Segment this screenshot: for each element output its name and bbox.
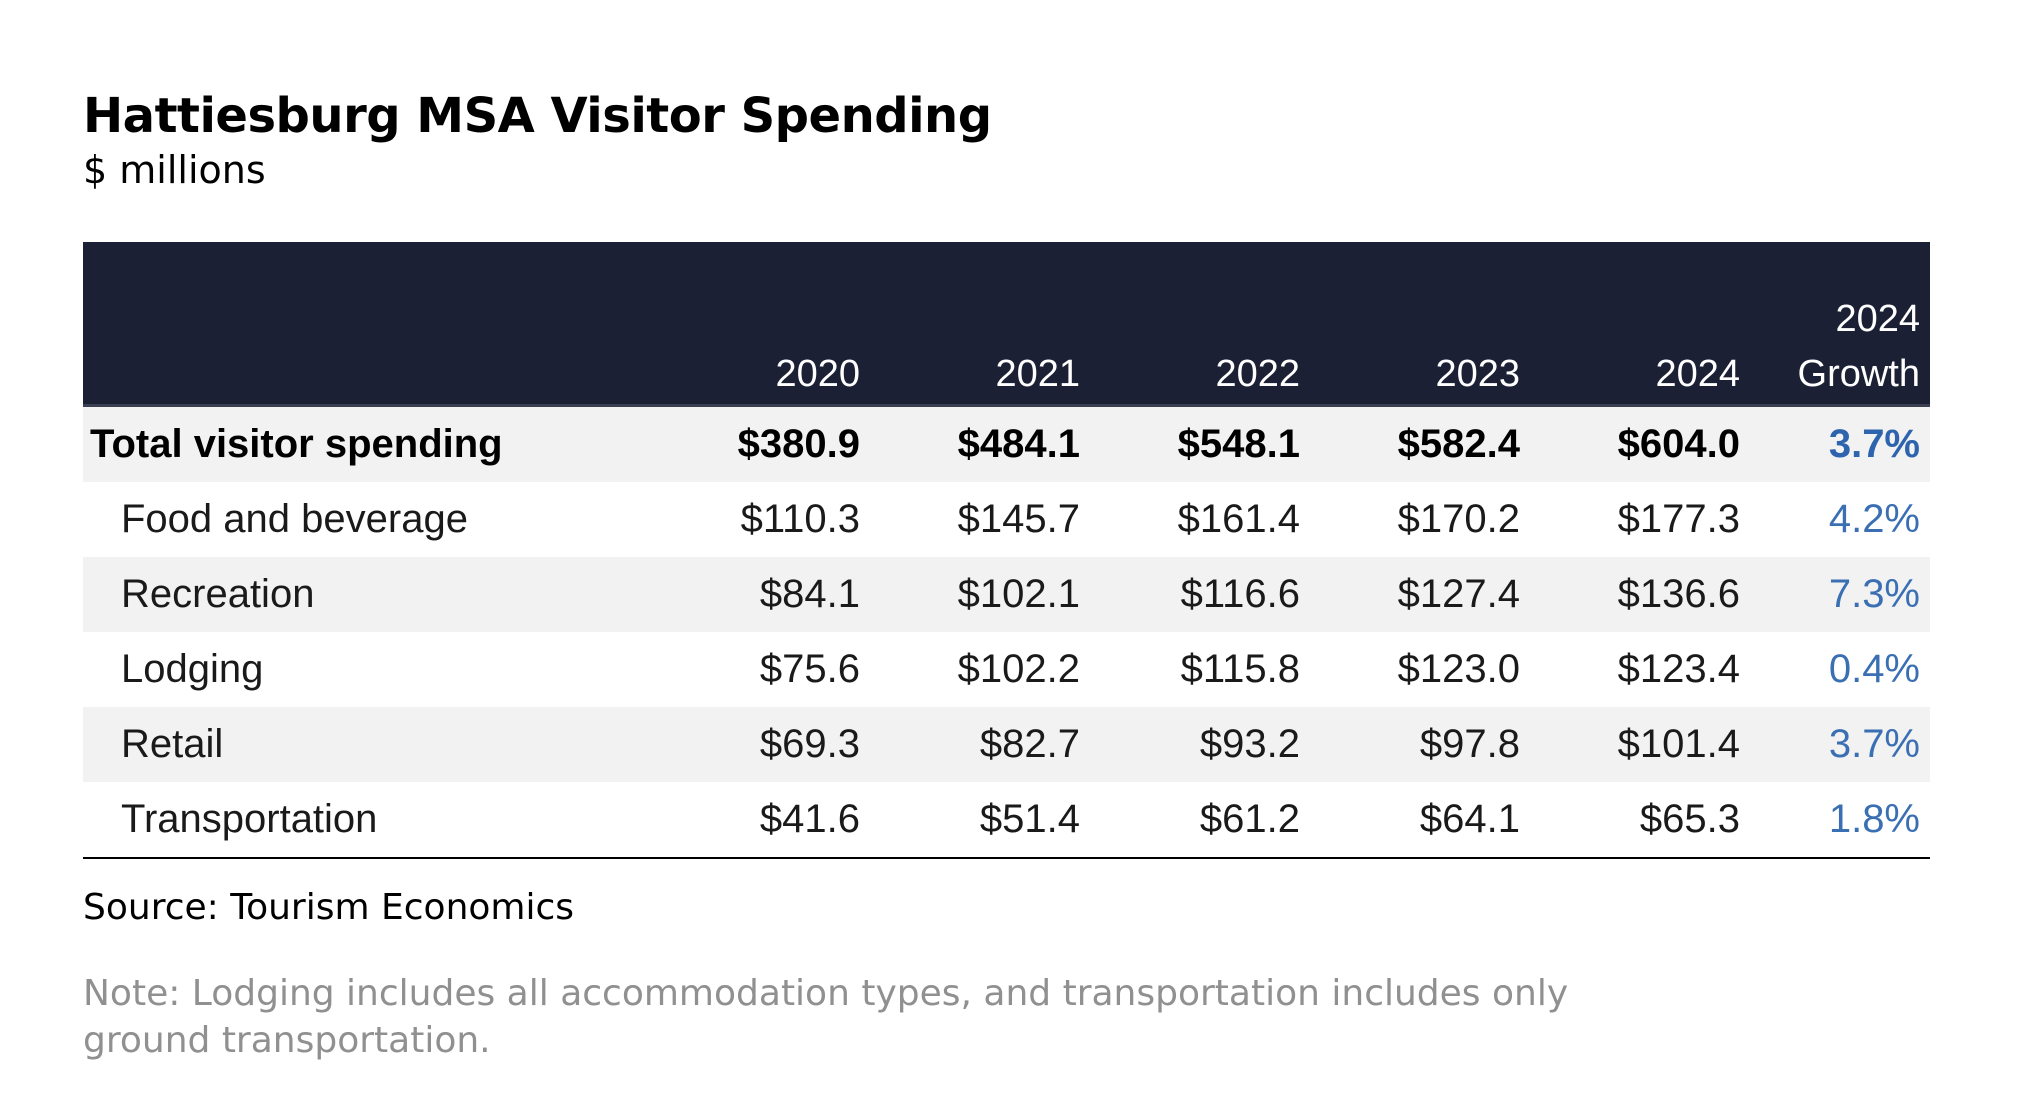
value-cell-2023: $64.1 (1310, 782, 1530, 859)
value-cell-2023: $97.8 (1310, 707, 1530, 782)
header-year-2021: 2021 (870, 242, 1090, 407)
value-cell-2020: $41.6 (650, 782, 870, 859)
chart-subtitle: $ millions (83, 148, 266, 192)
row-label: Recreation (83, 557, 650, 632)
source-note: Source: Tourism Economics (83, 887, 575, 928)
header-year-2023: 2023 (1310, 242, 1530, 407)
chart-title: Hattiesburg MSA Visitor Spending (83, 88, 992, 144)
growth-cell: 7.3% (1750, 557, 1930, 632)
value-cell-2021: $145.7 (957, 497, 1080, 541)
header-growth: 2024 Growth (1750, 242, 1930, 407)
value-cell-2023: $127.4 (1310, 557, 1530, 632)
row-label: Retail (83, 707, 650, 782)
growth-cell: 4.2% (1828, 497, 1920, 541)
value-cell-2024: $136.6 (1530, 557, 1750, 632)
row-label: Total visitor spending (83, 405, 650, 482)
growth-cell: 1.8% (1750, 782, 1930, 859)
value-cell-2021: $82.7 (870, 707, 1090, 782)
table-row: Retail $69.3 $82.7 $93.2 $97.8 $101.4 3.7% (83, 707, 1930, 782)
table-body: Total visitor spending $380.9 $484.1 $548.1… (83, 405, 1930, 859)
value-cell-2021: $484.1 (870, 405, 1090, 482)
header-year-2024: 2024 (1530, 242, 1750, 407)
row-label: Food and beverage (121, 497, 468, 541)
footnote: Note: Lodging includes all accommodation… (83, 973, 1569, 1061)
table-row-total: Total visitor spending $380.9 $484.1 $548.1… (83, 405, 1930, 482)
value-cell-2022: $161.4 (1177, 497, 1300, 541)
value-cell-2021: $102.1 (870, 557, 1090, 632)
row-label: Lodging (121, 647, 264, 691)
value-cell-2024: $604.0 (1530, 405, 1750, 482)
growth-cell: 3.7% (1750, 405, 1930, 482)
value-cell-2022: $116.6 (1090, 557, 1310, 632)
value-cell-2023: $582.4 (1310, 405, 1530, 482)
table-row: Transportation $41.6 $51.4 $61.2 $64.1 $65.3 1… (83, 782, 1930, 859)
table-row: Food and beverage $110.3 $145.7 $161.4 $170.… (83, 482, 1930, 557)
value-cell-2024: $177.3 (1617, 497, 1740, 541)
spending-table: 2020 2021 2022 2023 2024 2024 Growth Tot… (83, 242, 1930, 859)
table-row: Recreation $84.1 $102.1 $116.6 $127.4 $136.6 7… (83, 557, 1930, 632)
value-cell-2020: $380.9 (650, 405, 870, 482)
value-cell-2022: $115.8 (1180, 647, 1300, 691)
value-cell-2021: $51.4 (870, 782, 1090, 859)
value-cell-2022: $548.1 (1090, 405, 1310, 482)
value-cell-2020: $75.6 (759, 647, 860, 691)
header-growth-line-1: 2024 (1835, 298, 1920, 340)
value-cell-2021: $102.2 (957, 647, 1080, 691)
header-label-cell (83, 242, 650, 407)
growth-cell: 3.7% (1750, 707, 1930, 782)
value-cell-2024: $123.4 (1617, 647, 1740, 691)
header-row: 2020 2021 2022 2023 2024 2024 Growth (83, 242, 1930, 407)
value-cell-2023: $170.2 (1397, 497, 1520, 541)
value-cell-2020: $69.3 (650, 707, 870, 782)
header-growth-line-2: Growth (1797, 353, 1920, 395)
value-cell-2020: $84.1 (650, 557, 870, 632)
row-label: Transportation (83, 782, 650, 859)
header-year-2022: 2022 (1090, 242, 1310, 407)
value-cell-2020: $110.3 (740, 497, 860, 541)
spending-table-container: 2020 2021 2022 2023 2024 2024 Growth Tot… (83, 242, 1930, 859)
value-cell-2023: $123.0 (1397, 647, 1520, 691)
value-cell-2022: $61.2 (1090, 782, 1310, 859)
growth-cell: 0.4% (1828, 647, 1920, 691)
table-row: Lodging $75.6 $102.2 $115.8 $123.0 $123.4 0.4% (83, 632, 1930, 707)
header-year-2020: 2020 (650, 242, 870, 407)
value-cell-2022: $93.2 (1090, 707, 1310, 782)
value-cell-2024: $65.3 (1530, 782, 1750, 859)
value-cell-2024: $101.4 (1530, 707, 1750, 782)
